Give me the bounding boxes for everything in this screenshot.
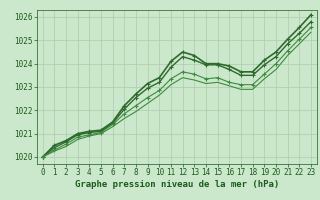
X-axis label: Graphe pression niveau de la mer (hPa): Graphe pression niveau de la mer (hPa) — [75, 180, 279, 189]
